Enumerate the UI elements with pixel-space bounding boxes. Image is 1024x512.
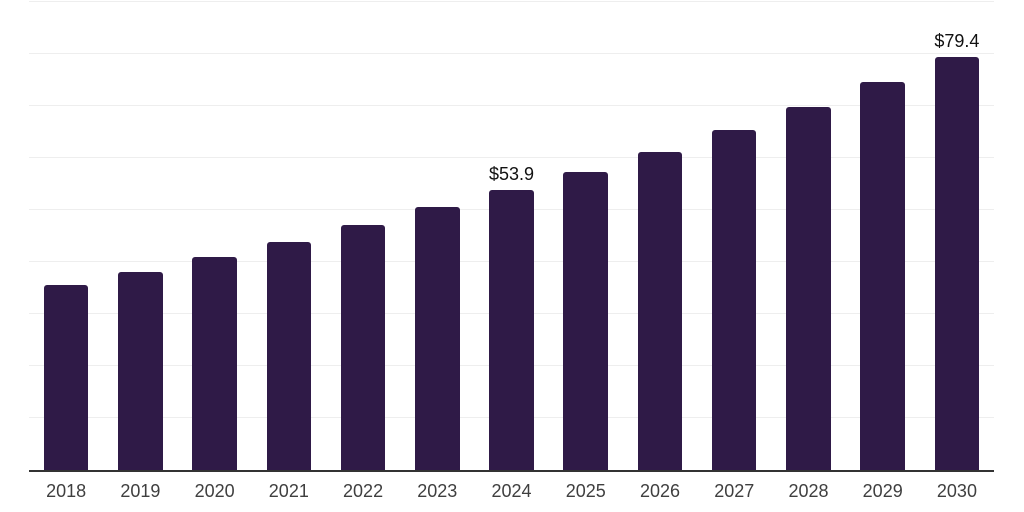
plot-area: $53.9 $79.4 bbox=[29, 1, 994, 472]
bar-column-2023 bbox=[400, 2, 474, 470]
bar-column-2020 bbox=[177, 2, 251, 470]
x-tick-2019: 2019 bbox=[120, 481, 161, 501]
bar-column-2026 bbox=[623, 2, 697, 470]
x-tick-2023: 2023 bbox=[417, 481, 458, 501]
bar-2027 bbox=[711, 129, 757, 470]
bar-column-2027 bbox=[697, 2, 771, 470]
x-axis-labels: 2018 2019 2020 2021 2022 2023 2024 2025 2026 2027… bbox=[29, 481, 994, 509]
bar-2025 bbox=[563, 172, 609, 470]
x-tick-2024: 2024 bbox=[491, 481, 532, 501]
bar-2026 bbox=[637, 151, 683, 470]
bar-2022 bbox=[340, 225, 386, 470]
bar-2018 bbox=[43, 285, 89, 470]
bar-2023 bbox=[415, 207, 460, 470]
bar-2028 bbox=[786, 106, 831, 470]
x-tick-2029: 2029 bbox=[862, 481, 903, 501]
x-tick-2026: 2026 bbox=[639, 481, 681, 501]
bar-column-2021 bbox=[252, 2, 326, 470]
bar-2030: $79.4 bbox=[934, 31, 979, 470]
x-tick-2025: 2025 bbox=[565, 481, 606, 501]
x-tick-2027: 2027 bbox=[714, 481, 755, 501]
x-tick-2030: 2030 bbox=[936, 481, 977, 501]
bar-2021 bbox=[266, 242, 312, 470]
x-tick-2028: 2028 bbox=[788, 481, 829, 501]
bar-column-2030: $79.4 bbox=[920, 2, 994, 470]
gridline-60 bbox=[29, 157, 994, 159]
gridline-90 bbox=[29, 1, 994, 2]
x-tick-2018: 2018 bbox=[46, 481, 87, 501]
bar-2024: $53.9 bbox=[489, 164, 534, 470]
bar-2019 bbox=[118, 272, 163, 470]
x-tick-2020: 2020 bbox=[194, 481, 235, 501]
bar-column-2028 bbox=[771, 2, 845, 470]
x-tick-2022: 2022 bbox=[343, 481, 384, 501]
x-tick-2021: 2021 bbox=[268, 481, 309, 501]
bar-column-2025 bbox=[549, 2, 623, 470]
bar-2020 bbox=[192, 256, 237, 470]
bar-column-2018 bbox=[29, 2, 103, 470]
gridline-70 bbox=[29, 105, 994, 106]
bar-column-2024: $53.9 bbox=[474, 2, 548, 470]
bar-column-2019 bbox=[103, 2, 177, 470]
gridline-80 bbox=[29, 53, 994, 54]
bar-column-2029 bbox=[846, 2, 920, 470]
bars-row: $53.9 $79.4 bbox=[29, 2, 994, 470]
value-label-2024: $53.9 bbox=[488, 163, 535, 184]
bar-column-2022 bbox=[326, 2, 400, 470]
bar-2029 bbox=[860, 82, 905, 470]
value-label-2030: $79.4 bbox=[934, 31, 980, 52]
